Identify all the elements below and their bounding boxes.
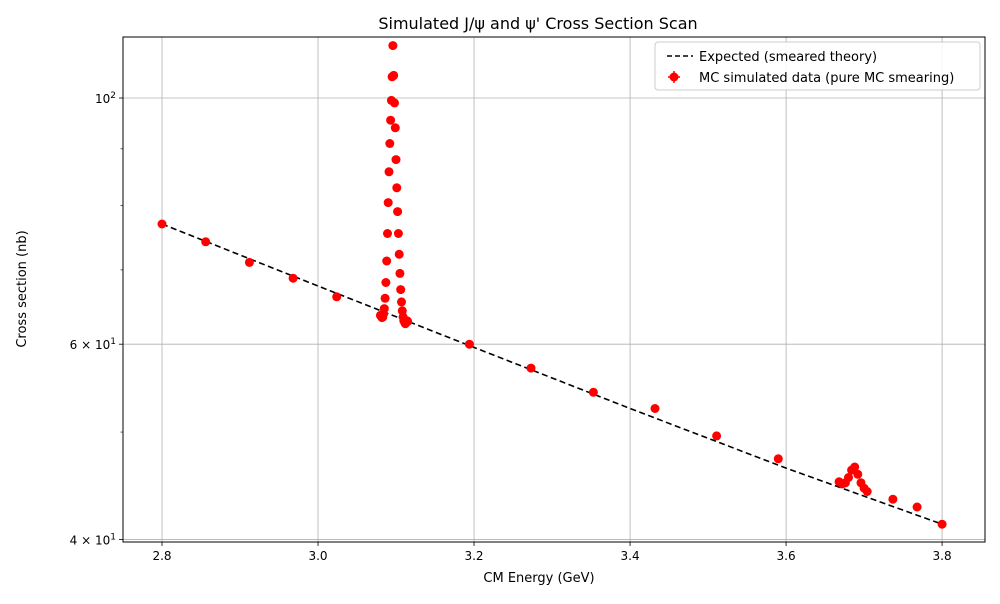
mc-data-point — [391, 155, 401, 165]
expected-line — [161, 223, 943, 525]
x-tick-label: 3.4 — [621, 549, 640, 563]
mc-data-point — [888, 494, 898, 504]
mc-data-point — [912, 502, 922, 512]
mc-data-point — [288, 273, 298, 283]
y-axis-label: Cross section (nb) — [15, 230, 30, 347]
mc-data-point — [380, 293, 390, 303]
grid-layer — [123, 37, 985, 542]
x-tick-label: 3.2 — [464, 549, 483, 563]
mc-data-point — [201, 237, 211, 247]
mc-data-point — [397, 297, 406, 307]
mc-data-point — [383, 229, 392, 238]
y-tick-label: 4 × 101 — [70, 533, 116, 548]
mc-data-point — [393, 229, 403, 238]
mc-data-point — [862, 487, 872, 496]
legend-expected-label: Expected (smeared theory) — [699, 50, 877, 65]
x-tick-label: 3.6 — [777, 549, 796, 563]
mc-data-point — [379, 304, 389, 314]
y-tick-label: 102 — [95, 91, 116, 106]
legend-mc-marker-swatch — [669, 72, 679, 82]
x-tick-label: 3.0 — [308, 549, 327, 563]
mc-data-point — [386, 115, 396, 125]
mc-data-point — [844, 473, 853, 482]
mc-data-point — [850, 462, 860, 472]
mc-data-point — [157, 219, 167, 229]
mc-data-point — [390, 98, 399, 108]
mc-data-point — [394, 249, 404, 259]
mc-data-point — [389, 70, 399, 80]
mc-data-point — [464, 339, 474, 349]
mc-data-point — [384, 167, 394, 177]
legend: Expected (smeared theory) MC simulated d… — [654, 41, 981, 91]
plot-frame — [122, 36, 986, 543]
legend-mc-label: MC simulated data (pure MC smearing) — [699, 71, 954, 86]
x-tick-label: 2.8 — [152, 549, 171, 563]
mc-data-point — [388, 41, 398, 51]
mc-data-point — [381, 278, 391, 287]
mc-data-point — [385, 139, 395, 148]
mc-data-point — [244, 257, 254, 267]
x-axis-ticks: 2.8 3.0 3.2 3.4 3.6 3.8 — [152, 542, 952, 563]
mc-data-point — [403, 316, 413, 326]
mc-data-point — [390, 123, 400, 133]
mc-data-point — [395, 268, 405, 278]
mc-data-point — [393, 207, 403, 217]
x-axis-label: CM Energy (GeV) — [483, 571, 594, 586]
mc-data-series — [157, 41, 947, 529]
mc-data-point — [382, 256, 392, 266]
x-tick-label: 3.8 — [933, 549, 952, 563]
mc-data-point — [712, 431, 722, 441]
legend-box — [654, 41, 981, 91]
expected-series — [161, 223, 943, 525]
mc-data-point — [383, 198, 393, 208]
mc-data-point — [588, 387, 598, 397]
y-axis-ticks: 4 × 101 6 × 101 102 — [70, 91, 123, 548]
y-tick-label: 6 × 101 — [70, 337, 116, 352]
mc-data-point — [332, 292, 342, 302]
mc-data-point — [937, 519, 947, 529]
mc-data-point — [650, 404, 660, 413]
mc-data-point — [526, 363, 536, 373]
mc-data-point — [396, 285, 406, 295]
mc-data-point — [853, 469, 863, 479]
mc-data-point — [392, 183, 402, 193]
chart-title: Simulated J/ψ and ψ' Cross Section Scan — [378, 14, 697, 33]
mc-data-point — [773, 454, 783, 464]
